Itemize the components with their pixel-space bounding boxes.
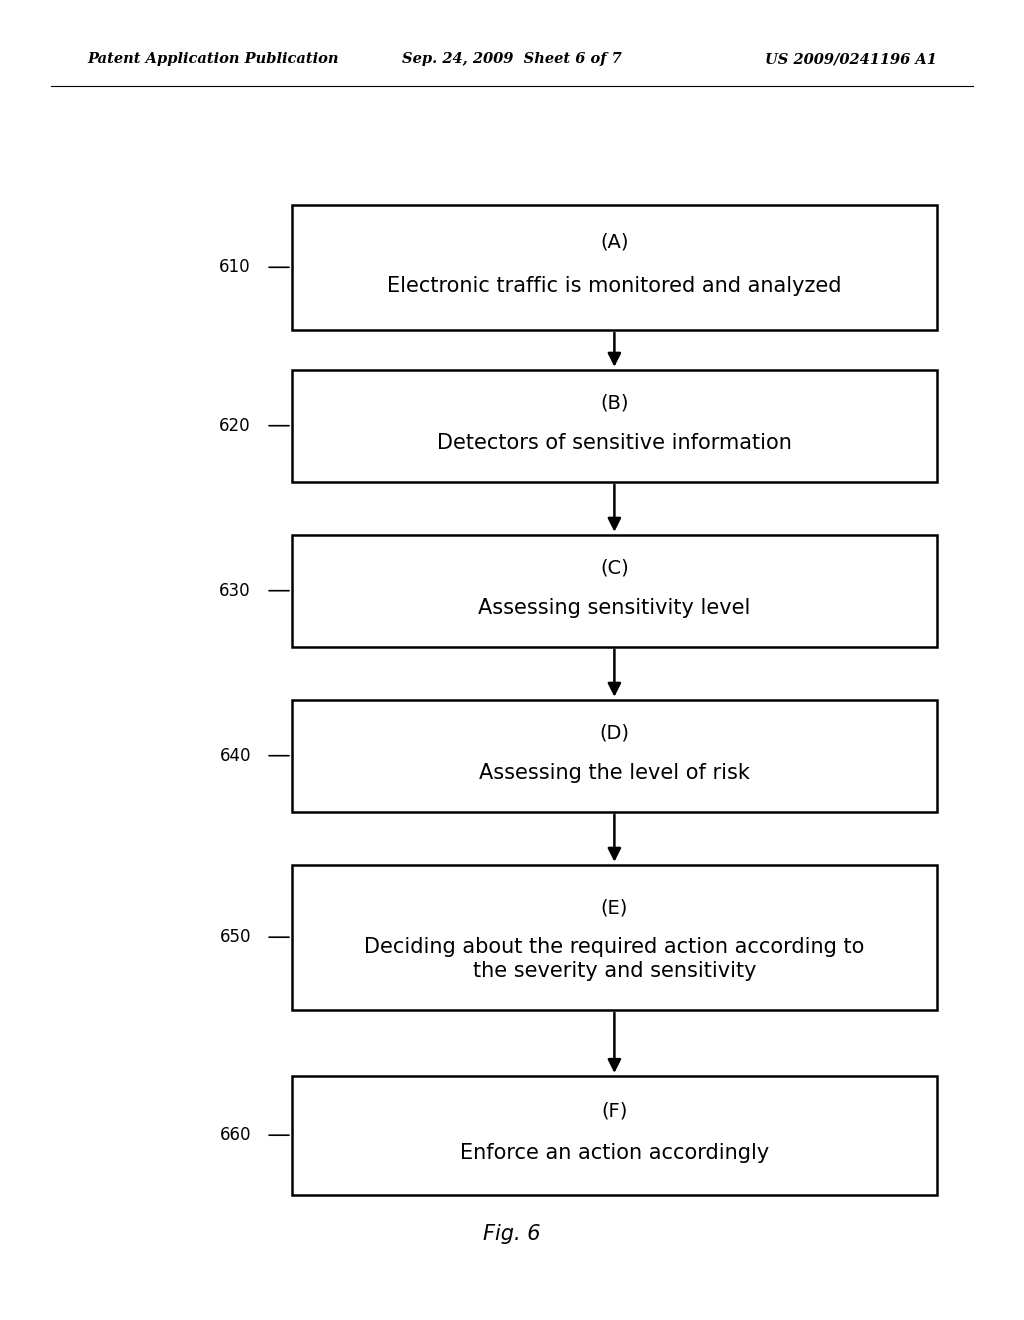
Text: (D): (D): [599, 723, 630, 743]
FancyBboxPatch shape: [292, 535, 937, 647]
FancyBboxPatch shape: [292, 865, 937, 1010]
Text: (C): (C): [600, 558, 629, 578]
Text: US 2009/0241196 A1: US 2009/0241196 A1: [765, 53, 937, 66]
Text: 630: 630: [219, 582, 251, 599]
Text: (E): (E): [601, 899, 628, 917]
Text: (F): (F): [601, 1102, 628, 1121]
FancyBboxPatch shape: [292, 700, 937, 812]
Text: (A): (A): [600, 232, 629, 252]
FancyBboxPatch shape: [292, 1076, 937, 1195]
Text: Patent Application Publication: Patent Application Publication: [87, 53, 339, 66]
Text: Detectors of sensitive information: Detectors of sensitive information: [437, 433, 792, 453]
Text: (B): (B): [600, 393, 629, 413]
Text: Fig. 6: Fig. 6: [483, 1224, 541, 1245]
Text: Assessing the level of risk: Assessing the level of risk: [479, 763, 750, 783]
Text: Assessing sensitivity level: Assessing sensitivity level: [478, 598, 751, 618]
Text: 650: 650: [219, 928, 251, 946]
Text: 610: 610: [219, 259, 251, 276]
Text: 640: 640: [219, 747, 251, 764]
Text: Deciding about the required action according to
the severity and sensitivity: Deciding about the required action accor…: [365, 937, 864, 981]
FancyBboxPatch shape: [292, 205, 937, 330]
Text: Enforce an action accordingly: Enforce an action accordingly: [460, 1143, 769, 1163]
FancyBboxPatch shape: [292, 370, 937, 482]
Text: 620: 620: [219, 417, 251, 434]
Text: Electronic traffic is monitored and analyzed: Electronic traffic is monitored and anal…: [387, 276, 842, 296]
Text: 660: 660: [219, 1126, 251, 1144]
Text: Sep. 24, 2009  Sheet 6 of 7: Sep. 24, 2009 Sheet 6 of 7: [402, 53, 622, 66]
